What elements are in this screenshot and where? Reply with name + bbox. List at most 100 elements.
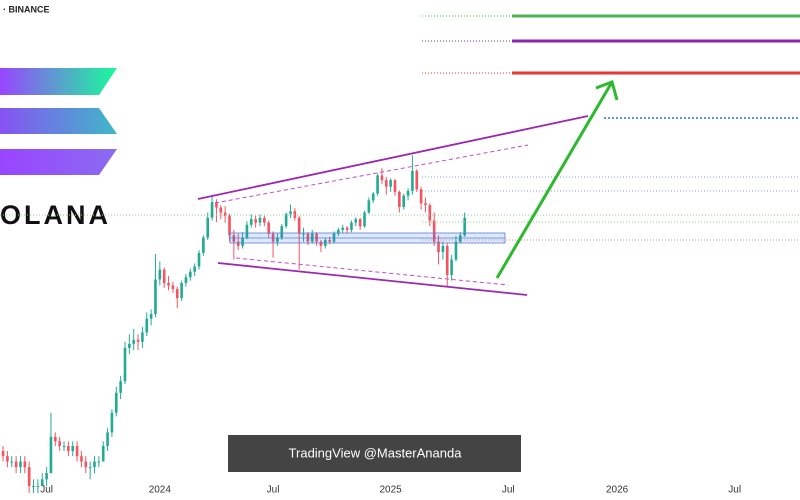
candle-body (202, 237, 205, 253)
candle-body (393, 180, 397, 192)
x-tick-label: Jul (267, 485, 280, 496)
candle-body (450, 259, 453, 276)
candle-body (267, 222, 271, 234)
candle-body (249, 219, 253, 225)
candle-body (258, 217, 262, 223)
candle-body (219, 207, 223, 213)
candle-body (49, 436, 53, 474)
candle-body (27, 467, 31, 486)
candle-body (114, 392, 118, 413)
candle-body (319, 241, 323, 246)
candle-body (62, 446, 66, 448)
candle-body (358, 219, 362, 227)
candle-body (184, 277, 188, 284)
candle-body (223, 212, 227, 216)
candle-body (32, 486, 35, 487)
candle-body (171, 285, 175, 290)
logo-bar (0, 68, 117, 95)
candle-body (58, 441, 61, 447)
candle-body (402, 195, 406, 207)
candle-body (6, 456, 9, 462)
candle-body (45, 473, 48, 480)
logo-bar (0, 149, 117, 175)
candle-body (210, 202, 214, 218)
trend-line (217, 262, 528, 296)
trend-line (235, 257, 509, 286)
candle-body (354, 219, 358, 223)
candle-body (241, 237, 244, 246)
trend-line (197, 115, 589, 200)
candle-body (154, 279, 157, 315)
candle-body (97, 461, 101, 463)
candle-body (141, 332, 144, 342)
candle-body (162, 269, 166, 284)
candle-body (215, 202, 218, 208)
candle-body (276, 237, 279, 242)
drawings (0, 14, 800, 296)
candle-body (106, 432, 109, 447)
candle-body (415, 170, 419, 190)
candle-body (132, 339, 136, 344)
candle-body (14, 461, 18, 468)
candle-body (341, 227, 345, 230)
candle-body (380, 175, 384, 181)
candle-body (54, 436, 57, 442)
candle-body (254, 219, 257, 223)
candle-body (158, 269, 162, 280)
x-tick-label: 2024 (149, 485, 172, 496)
watermark-box (228, 435, 521, 472)
candle-body (337, 229, 340, 234)
candle-body (145, 318, 149, 333)
trend-line (214, 144, 529, 204)
candle-body (236, 241, 240, 246)
candle-body (10, 461, 14, 463)
candle-body (193, 266, 196, 272)
plot-area (1, 155, 466, 494)
candle-body (463, 217, 466, 236)
candle-body (93, 461, 96, 468)
x-tick-label: Jul (502, 485, 515, 496)
candle-body (23, 461, 27, 468)
candle-body (432, 220, 436, 242)
candle-body (441, 245, 445, 253)
x-tick-label: Jul (728, 485, 741, 496)
candle-body (101, 446, 105, 462)
candle-body (411, 170, 414, 191)
candle-body (149, 314, 153, 319)
candle-body (363, 212, 366, 227)
logo-text: OLANA (0, 200, 111, 230)
candle-body (280, 226, 284, 238)
watermark: TradingView @MasterAnanda (228, 435, 521, 472)
candle-body (119, 381, 122, 393)
candle-body (228, 215, 231, 236)
candle-body (84, 461, 88, 468)
x-tick-label: Jul (40, 485, 53, 496)
candle-body (371, 193, 375, 201)
candle-body (189, 271, 192, 278)
candle-body (206, 217, 210, 238)
candle-body (384, 180, 388, 187)
candle-body (459, 235, 462, 242)
source-label: · BINANCE (3, 4, 50, 14)
candle-body (175, 289, 179, 299)
candle-body (263, 217, 266, 223)
candle-body (67, 446, 70, 451)
x-tick-label: 2025 (380, 485, 403, 496)
candle-body (345, 227, 349, 230)
arrow-head (595, 80, 619, 101)
x-axis: Jul 2024 Jul 2025 Jul 2026 Jul (40, 485, 741, 496)
candle-body (136, 339, 140, 342)
candle-body (128, 343, 131, 348)
candle-body (197, 252, 201, 267)
candle-body (110, 412, 114, 433)
candle-body (71, 446, 75, 451)
candle-body (75, 446, 79, 457)
candle-body (245, 224, 249, 238)
candle-body (328, 240, 331, 242)
candle-body (284, 213, 288, 227)
candle-body (424, 203, 427, 206)
candle-body (80, 456, 83, 462)
candle-body (302, 233, 305, 235)
candle-body (180, 283, 183, 299)
